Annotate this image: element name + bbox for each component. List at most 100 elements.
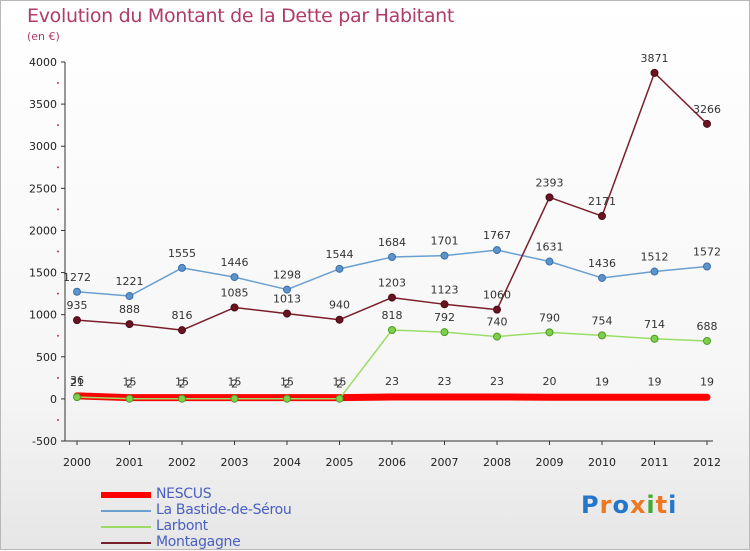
logo-letter: o [612,491,630,519]
data-label: 19 [595,375,609,388]
data-point [493,332,501,341]
data-label: 15 [123,376,137,389]
data-label: 1013 [273,293,301,306]
y-minor-dot [57,82,59,85]
data-label: 1555 [168,247,196,260]
data-label: 1544 [326,248,354,261]
data-point [125,394,134,403]
data-label: 2 [284,378,291,391]
data-label: 714 [644,318,665,331]
data-point [73,393,81,402]
data-label: 2 [336,378,343,391]
data-point [230,303,239,312]
legend-swatch-larbont [101,526,151,528]
data-point [283,394,291,403]
data-point [650,68,659,77]
data-label: 1060 [483,289,511,302]
data-label: 1684 [378,236,406,249]
data-label: 2 [231,378,238,391]
data-point [440,328,449,337]
logo-letter: i [668,491,678,519]
data-point [545,257,554,266]
data-point [703,119,711,128]
data-point [335,315,344,324]
data-label: 740 [487,316,508,329]
x-tick-label: 2008 [483,456,511,469]
proxiti-logo: Proxiti [581,491,677,519]
data-label: 754 [592,314,613,327]
y-tick-label: 1000 [29,309,57,322]
data-point [230,394,239,403]
data-label: 15 [280,376,294,389]
data-label: 1123 [431,283,459,296]
y-minor-dot [57,166,59,169]
y-tick-label: 0 [50,393,57,406]
x-tick-label: 2003 [221,456,249,469]
data-label: 816 [172,309,193,322]
data-point [598,331,606,340]
data-label: 15 [228,376,242,389]
data-label: 935 [67,299,88,312]
data-label: 790 [539,311,560,324]
data-point [440,300,449,309]
data-label: 2171 [588,195,616,208]
y-tick-label: 2500 [29,182,57,195]
data-label: 3871 [641,52,669,65]
data-label: 2 [126,378,133,391]
data-label: 1701 [431,235,459,248]
data-point [178,326,186,335]
y-minor-dot [57,250,59,253]
series-line-2 [76,329,708,400]
legend-label-nescus: NESCUS [156,486,212,502]
x-tick-label: 2011 [641,456,669,469]
data-label: 1572 [693,245,721,258]
data-point [703,336,711,345]
data-point [650,267,659,276]
x-tick-label: 2005 [326,456,354,469]
chart-subtitle: (en €) [27,30,60,43]
y-minor-dot [57,376,59,379]
data-label: 1085 [221,287,249,300]
y-tick-label: -500 [32,435,57,448]
data-label: 1446 [221,256,249,269]
y-tick-label: 3000 [29,140,57,153]
data-label: 940 [329,299,350,312]
data-label: 792 [434,311,455,324]
x-tick-label: 2002 [168,456,196,469]
data-label: 36 [70,374,84,387]
data-point [335,394,344,403]
y-minor-dot [57,124,59,127]
data-point [230,273,239,282]
data-point [125,320,134,329]
data-point [125,292,134,301]
logo-letter: P [581,491,600,519]
data-point [493,305,501,314]
data-label: 23 [385,375,399,388]
logo-letter: x [629,491,647,519]
data-point [545,193,554,202]
x-tick-label: 2001 [116,456,144,469]
legend-swatch-montagagne [101,542,151,544]
data-label: 15 [333,376,347,389]
data-point [335,264,344,273]
y-minor-dot [57,292,59,295]
legend-label-montagagne: Montagagne [156,534,241,550]
y-tick-label: 2000 [29,224,57,237]
data-label: 15 [175,376,189,389]
x-tick-label: 2009 [536,456,564,469]
data-point [178,263,186,272]
data-point [73,316,81,325]
data-point [493,246,501,255]
x-tick-label: 2000 [63,456,91,469]
logo-letter: t [655,491,669,519]
data-label: 19 [700,375,714,388]
x-tick-label: 2012 [693,456,721,469]
logo-letter: r [599,491,613,519]
x-tick-label: 2007 [431,456,459,469]
data-point [388,325,396,334]
data-point [650,334,659,343]
chart-title: Evolution du Montant de la Dette par Hab… [27,5,455,27]
y-tick-label: 1500 [29,267,57,280]
